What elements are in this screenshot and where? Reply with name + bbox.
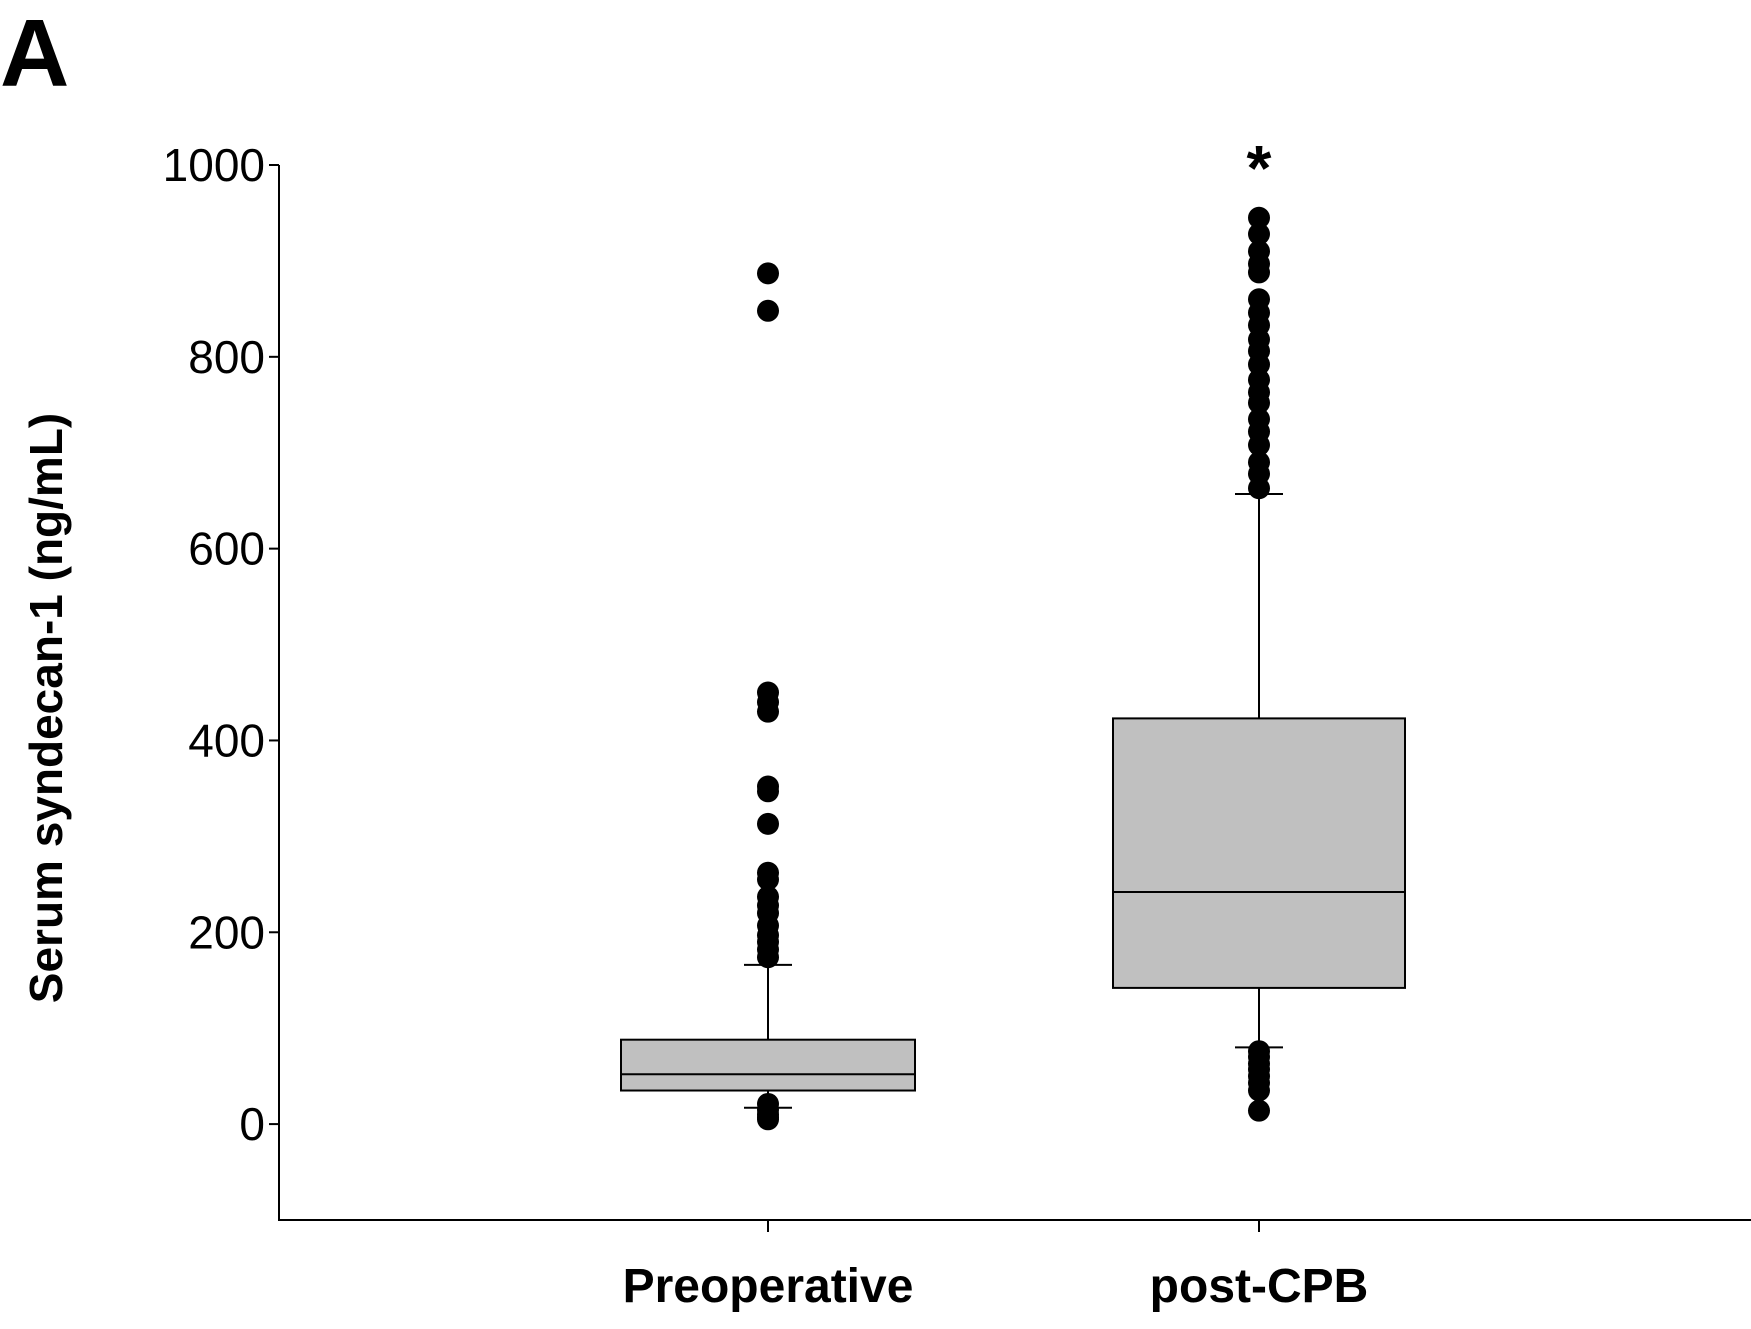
outlier-point [1248, 477, 1270, 500]
box-iqr [1112, 717, 1406, 989]
box-group [620, 262, 916, 1131]
outlier-point [757, 812, 779, 835]
outlier-point [757, 780, 779, 803]
y-tick-label: 1000 [163, 139, 265, 191]
outlier-point [1248, 1099, 1270, 1122]
x-category-label: Preoperative [623, 1260, 914, 1313]
outlier-point [757, 1108, 779, 1131]
y-tick-label: 0 [239, 1098, 265, 1150]
significance-marker: * [1247, 132, 1272, 204]
y-tick-label: 400 [188, 714, 265, 766]
outlier-point [1248, 206, 1270, 229]
outlier-point [1248, 261, 1270, 284]
outlier-point [757, 262, 779, 285]
outlier-point [1248, 391, 1270, 414]
y-axis-title: Serum syndecan-1 (ng/mL) [20, 413, 72, 1003]
outlier-point [757, 299, 779, 322]
x-axis: Preoperative post-CPB [623, 1220, 1369, 1313]
outlier-point [1248, 223, 1270, 246]
outlier-point [1248, 434, 1270, 457]
box-group: * [1112, 132, 1406, 1122]
outlier-point [757, 868, 779, 891]
x-category-label: post-CPB [1150, 1260, 1369, 1313]
outlier-point [757, 946, 779, 969]
y-tick-label: 800 [188, 331, 265, 383]
box-iqr [620, 1038, 916, 1092]
outlier-point [1248, 353, 1270, 376]
y-tick-label: 200 [188, 906, 265, 958]
outlier-point [1248, 1079, 1270, 1102]
boxes: * [620, 132, 1406, 1131]
panel-label: A [0, 0, 69, 107]
y-tick-label: 600 [188, 523, 265, 575]
outlier-point [757, 700, 779, 723]
y-axis: 0 200 400 600 800 1000 [163, 139, 279, 1150]
axes [278, 165, 1751, 1221]
